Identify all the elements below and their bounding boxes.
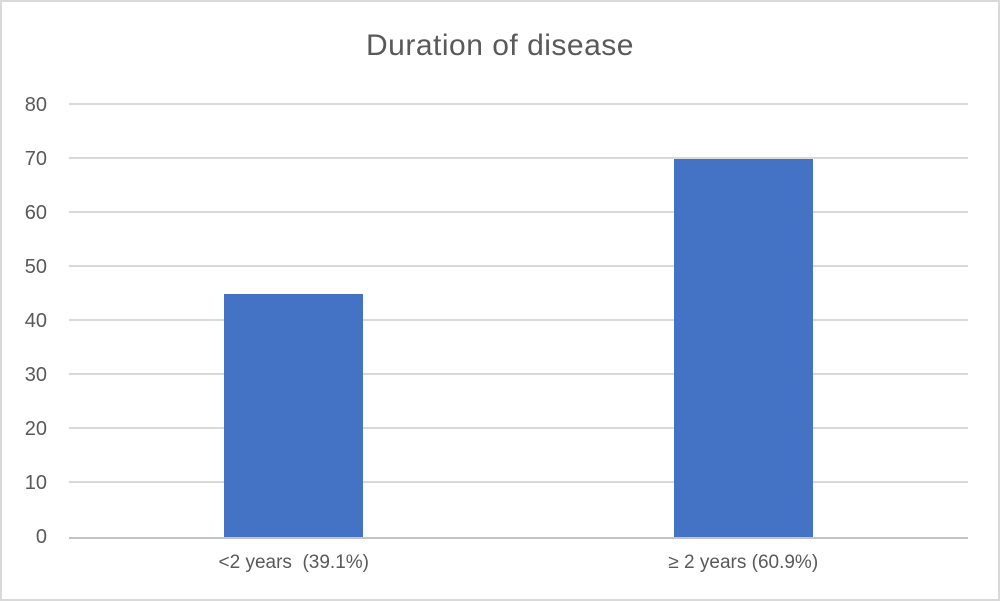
gridline-30	[69, 373, 968, 375]
gridline-40	[69, 319, 968, 321]
gridline-60	[69, 211, 968, 213]
gridline-20	[69, 427, 968, 429]
y-axis-tick-label-30: 30	[24, 364, 47, 386]
x-axis-category-label-1: <2 years (39.1%)	[218, 552, 370, 573]
y-axis-tick-label-60: 60	[24, 202, 47, 224]
y-axis-tick-label-50: 50	[24, 256, 47, 278]
y-axis: 0 10 20 30 40 50 60 70 80	[2, 94, 47, 548]
bar-1	[224, 294, 364, 537]
y-axis-tick-label-20: 20	[24, 418, 47, 440]
gridline-80	[69, 103, 968, 105]
gridline-70	[69, 157, 968, 159]
y-axis-tick-label-70: 70	[24, 148, 47, 170]
gridline-10	[69, 481, 968, 483]
plot-area	[69, 103, 968, 539]
chart-title: Duration of disease	[366, 29, 634, 62]
gridline-50	[69, 265, 968, 267]
y-axis-tick-label-10: 10	[24, 472, 47, 494]
y-axis-tick-label-80: 80	[24, 94, 47, 116]
y-axis-tick-label-0: 0	[35, 526, 47, 548]
x-axis-category-label-2: ≥ 2 years (60.9%)	[668, 552, 819, 573]
bar-2	[673, 159, 813, 537]
x-axis: <2 years (39.1%) ≥ 2 years (60.9%)	[69, 551, 968, 581]
y-axis-tick-label-40: 40	[24, 310, 47, 332]
